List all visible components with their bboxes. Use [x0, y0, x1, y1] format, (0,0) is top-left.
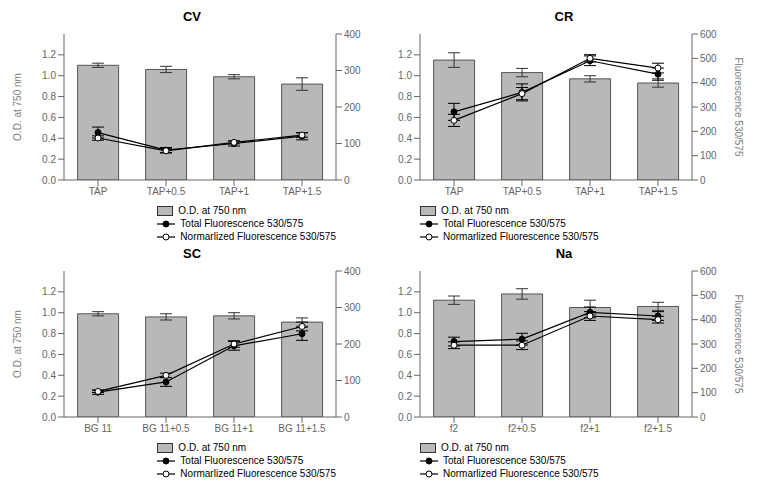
- svg-text:0.0: 0.0: [42, 412, 56, 423]
- svg-text:600: 600: [700, 29, 717, 40]
- svg-text:300: 300: [700, 102, 717, 113]
- html-text:Normarlized Fluorescence 530/5: Normarlized Fluorescence 530/575: [180, 468, 336, 479]
- svg-text:BG 11+1: BG 11+1: [214, 423, 253, 434]
- svg-text:f2: f2: [450, 423, 459, 434]
- svg-text:0.2: 0.2: [398, 154, 412, 165]
- svg-text:0.2: 0.2: [398, 391, 412, 402]
- svg-text:0.4: 0.4: [42, 133, 56, 144]
- svg-text:TAP+1: TAP+1: [575, 186, 606, 197]
- svg-text:200: 200: [344, 102, 361, 113]
- svg-text:TAP+1.5: TAP+1.5: [283, 186, 322, 197]
- svg-text:TAP+1.5: TAP+1.5: [639, 186, 678, 197]
- svg-text:0.8: 0.8: [42, 328, 56, 339]
- html-text:Na: Na: [555, 246, 573, 261]
- svg-text:600: 600: [700, 266, 717, 277]
- svg-text:1.2: 1.2: [398, 286, 412, 297]
- svg-text:0.8: 0.8: [398, 328, 412, 339]
- svg-text:O.D. at 750 nm: O.D. at 750 nm: [12, 310, 23, 378]
- svg-text:0.0: 0.0: [398, 175, 412, 186]
- svg-text:TAP: TAP: [89, 186, 108, 197]
- svg-text:100: 100: [700, 387, 717, 398]
- svg-text:1.2: 1.2: [42, 286, 56, 297]
- html-text:CR: CR: [554, 9, 574, 24]
- html-text:CV: CV: [183, 9, 201, 24]
- svg-text:200: 200: [700, 363, 717, 374]
- svg-text:0.6: 0.6: [42, 112, 56, 123]
- svg-text:400: 400: [344, 266, 361, 277]
- svg-text:100: 100: [344, 375, 361, 386]
- html-text:O.D. at 750 nm: O.D. at 750 nm: [178, 442, 247, 453]
- svg-text:500: 500: [700, 53, 717, 64]
- svg-text:100: 100: [344, 138, 361, 149]
- svg-text:0.2: 0.2: [42, 154, 56, 165]
- svg-text:0.0: 0.0: [42, 175, 56, 186]
- html-text:Total Fluorescence 530/575: Total Fluorescence 530/575: [443, 455, 566, 466]
- svg-text:0.6: 0.6: [398, 112, 412, 123]
- svg-text:TAP+1: TAP+1: [219, 186, 250, 197]
- svg-text:0: 0: [700, 412, 706, 423]
- svg-text:0.8: 0.8: [42, 91, 56, 102]
- svg-text:O.D. at 750 nm: O.D. at 750 nm: [12, 73, 23, 141]
- svg-text:Fluorescence 530/575: Fluorescence 530/575: [733, 295, 744, 394]
- svg-text:200: 200: [344, 339, 361, 350]
- svg-text:BG 11: BG 11: [84, 423, 112, 434]
- svg-text:400: 400: [344, 29, 361, 40]
- svg-text:400: 400: [700, 77, 717, 88]
- svg-text:0.2: 0.2: [42, 391, 56, 402]
- svg-text:200: 200: [700, 126, 717, 137]
- svg-text:BG 11+1.5: BG 11+1.5: [278, 423, 326, 434]
- svg-text:f2+0.5: f2+0.5: [508, 423, 537, 434]
- svg-text:400: 400: [700, 314, 717, 325]
- svg-text:0.6: 0.6: [398, 349, 412, 360]
- svg-text:TAP+0.5: TAP+0.5: [147, 186, 186, 197]
- html-text:Total Fluorescence 530/575: Total Fluorescence 530/575: [180, 455, 304, 466]
- svg-text:0: 0: [344, 175, 350, 186]
- svg-text:0.0: 0.0: [398, 412, 412, 423]
- svg-text:0.4: 0.4: [398, 133, 412, 144]
- svg-text:1.0: 1.0: [398, 70, 412, 81]
- svg-text:TAP+0.5: TAP+0.5: [503, 186, 542, 197]
- html-text:Normarlized Fluorescence 530/5: Normarlized Fluorescence 530/575: [443, 231, 599, 242]
- svg-text:1.0: 1.0: [42, 70, 56, 81]
- svg-text:1.0: 1.0: [42, 307, 56, 318]
- svg-text:f2+1.5: f2+1.5: [644, 423, 673, 434]
- svg-text:TAP: TAP: [445, 186, 464, 197]
- html-text:Total Fluorescence 530/575: Total Fluorescence 530/575: [180, 218, 304, 229]
- svg-text:300: 300: [700, 339, 717, 350]
- svg-text:f2+1: f2+1: [580, 423, 600, 434]
- svg-text:0.6: 0.6: [42, 349, 56, 360]
- svg-text:0: 0: [344, 412, 350, 423]
- svg-text:100: 100: [700, 150, 717, 161]
- html-text:Total Fluorescence 530/575: Total Fluorescence 530/575: [443, 218, 566, 229]
- html-text:SC: SC: [183, 246, 201, 261]
- svg-text:1.0: 1.0: [398, 307, 412, 318]
- html-text:Normarlized Fluorescence 530/5: Normarlized Fluorescence 530/575: [180, 231, 336, 242]
- svg-text:0.4: 0.4: [398, 370, 412, 381]
- svg-text:300: 300: [344, 302, 361, 313]
- svg-text:500: 500: [700, 290, 717, 301]
- html-text:Normarlized Fluorescence 530/5: Normarlized Fluorescence 530/575: [443, 468, 599, 479]
- svg-text:0: 0: [700, 175, 706, 186]
- svg-text:BG 11+0.5: BG 11+0.5: [142, 423, 190, 434]
- html-text:O.D. at 750 nm: O.D. at 750 nm: [178, 205, 247, 216]
- svg-text:1.2: 1.2: [398, 49, 412, 60]
- svg-text:300: 300: [344, 65, 361, 76]
- svg-text:0.8: 0.8: [398, 91, 412, 102]
- html-text:O.D. at 750 nm: O.D. at 750 nm: [441, 442, 509, 453]
- html-text:O.D. at 750 nm: O.D. at 750 nm: [441, 205, 509, 216]
- svg-text:Fluorescence 530/575: Fluorescence 530/575: [733, 58, 744, 157]
- svg-text:1.2: 1.2: [42, 49, 56, 60]
- svg-text:0.4: 0.4: [42, 370, 56, 381]
